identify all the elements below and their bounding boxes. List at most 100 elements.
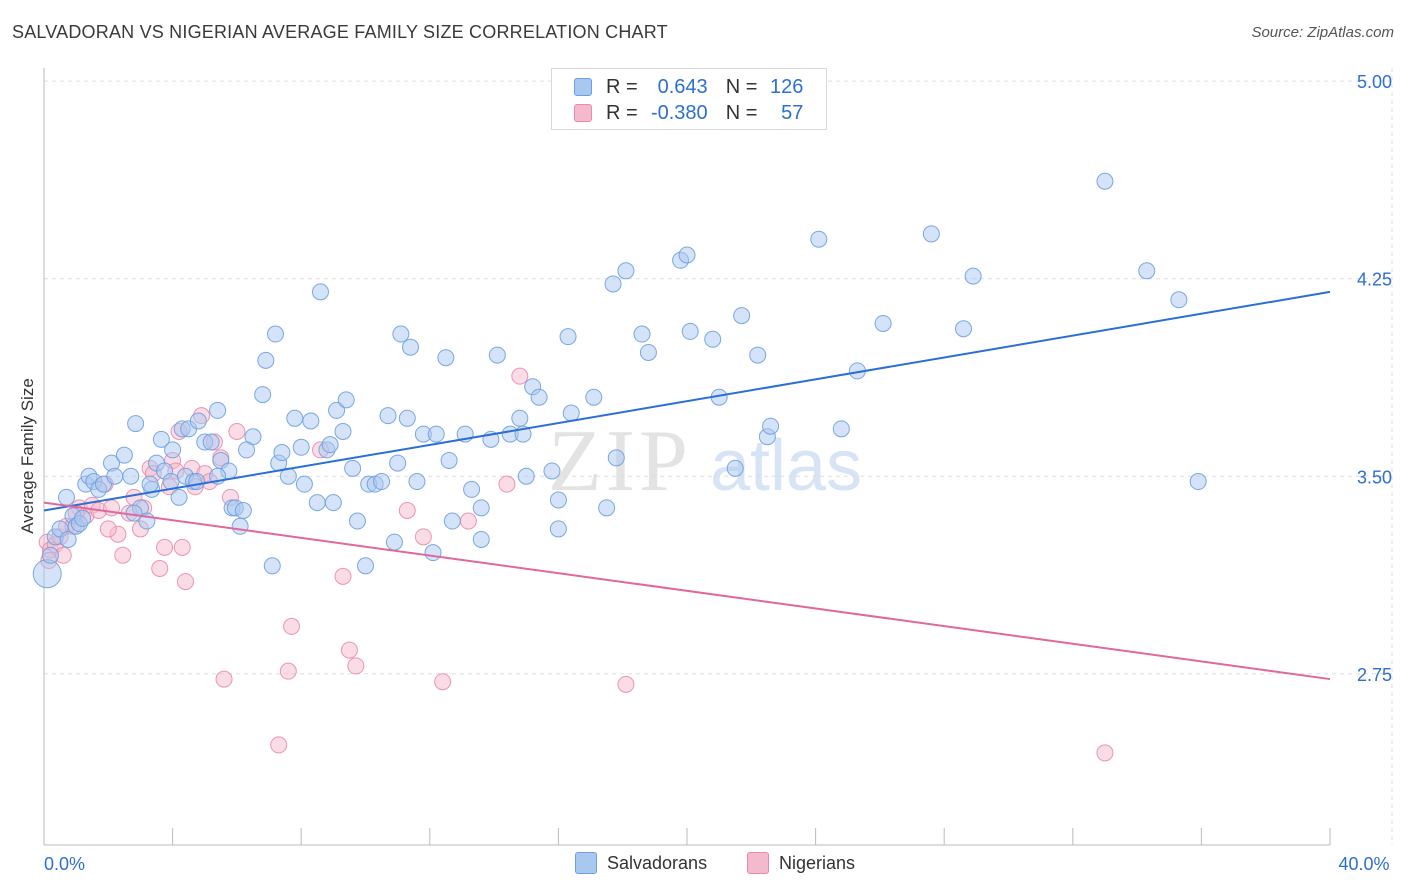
data-point	[639, 343, 657, 361]
data-point	[562, 404, 580, 422]
data-point	[334, 422, 352, 440]
data-point	[511, 367, 529, 385]
data-point	[283, 617, 301, 635]
bottom-legend-salvadorans: Salvadorans	[575, 852, 707, 874]
data-point	[440, 451, 458, 469]
data-point	[257, 351, 275, 369]
bottom-legend-label-nigerians: Nigerians	[779, 852, 856, 873]
data-point	[379, 407, 397, 425]
data-point	[228, 422, 246, 440]
data-point	[234, 501, 252, 519]
data-point	[344, 459, 362, 477]
trendlines	[43, 290, 1331, 681]
chart-title: SALVADORAN VS NIGERIAN AVERAGE FAMILY SI…	[12, 22, 668, 42]
y-axis-label: Average Family Size	[18, 378, 37, 534]
data-point	[1096, 744, 1114, 762]
data-point	[726, 459, 744, 477]
y-tick-label: 2.75	[1357, 665, 1392, 685]
data-point	[156, 538, 174, 556]
data-point	[543, 462, 561, 480]
legend-row-salvadorans: R = 0.643 N = 126	[574, 75, 803, 99]
data-point	[549, 520, 567, 538]
bottom-legend-swatch-salvadorans	[575, 852, 597, 874]
data-point	[74, 509, 92, 527]
data-point	[41, 546, 59, 564]
data-point	[832, 420, 850, 438]
data-point	[964, 267, 982, 285]
data-point	[122, 467, 140, 485]
correlation-legend: R = 0.643 N = 126 R = -0.380 N = 57	[551, 68, 827, 130]
n-value: 126	[770, 75, 804, 98]
data-point	[188, 473, 206, 491]
data-point	[585, 388, 603, 406]
data-point	[559, 328, 577, 346]
data-point	[1096, 172, 1114, 190]
n-label: N =	[725, 75, 758, 98]
data-point	[1138, 262, 1156, 280]
data-point	[189, 412, 207, 430]
data-point	[238, 441, 256, 459]
bottom-legend-label-salvadorans: Salvadorans	[607, 852, 708, 873]
data-point	[607, 449, 625, 467]
data-point	[125, 504, 143, 522]
r-label: R =	[606, 101, 638, 124]
data-point	[1170, 291, 1188, 309]
data-point	[348, 512, 366, 530]
data-point	[302, 412, 320, 430]
data-point	[424, 544, 442, 562]
legend-row-nigerians: R = -0.380 N = 57	[574, 101, 803, 125]
data-point	[59, 530, 77, 548]
data-point	[209, 401, 227, 419]
data-point	[32, 559, 62, 589]
data-point	[617, 262, 635, 280]
watermark: ZIP atlas	[548, 413, 862, 510]
data-point	[463, 480, 481, 498]
data-point	[874, 314, 892, 332]
data-point	[617, 675, 635, 693]
data-point	[311, 283, 329, 301]
data-point	[598, 499, 616, 517]
data-point	[437, 349, 455, 367]
bottom-legend-nigerians: Nigerians	[747, 852, 855, 874]
data-point	[704, 330, 722, 348]
data-point	[357, 557, 374, 575]
data-point	[308, 494, 326, 512]
data-point	[152, 430, 170, 448]
data-point	[321, 436, 339, 454]
data-point	[99, 520, 117, 538]
data-point	[114, 546, 132, 564]
data-point	[295, 475, 313, 493]
data-point	[115, 446, 133, 464]
data-point	[408, 473, 426, 491]
data-point	[414, 528, 432, 546]
data-point	[173, 538, 191, 556]
data-point	[334, 567, 352, 585]
data-point	[106, 467, 124, 485]
data-point	[459, 512, 477, 530]
data-point	[633, 325, 651, 343]
data-point	[472, 530, 490, 548]
data-point	[762, 417, 780, 435]
legend-swatch-salvadorans	[574, 78, 592, 96]
data-point	[328, 401, 346, 419]
data-point	[498, 475, 516, 493]
data-point	[549, 491, 567, 509]
data-point	[141, 475, 159, 493]
data-point	[340, 641, 358, 659]
data-point	[337, 391, 355, 409]
data-point	[347, 657, 365, 675]
axes	[43, 68, 1331, 846]
data-point	[398, 501, 416, 519]
data-point	[392, 325, 410, 343]
r-label: R =	[606, 75, 638, 98]
data-point	[954, 320, 972, 338]
data-point	[254, 386, 272, 404]
data-point	[385, 533, 403, 551]
y-tick-label: 4.25	[1357, 270, 1392, 290]
data-point	[604, 275, 622, 293]
y-tick-label: 3.50	[1357, 467, 1392, 487]
data-point	[58, 488, 76, 506]
x-tick-label: 40.0%	[1338, 854, 1389, 874]
data-point	[1189, 473, 1207, 491]
